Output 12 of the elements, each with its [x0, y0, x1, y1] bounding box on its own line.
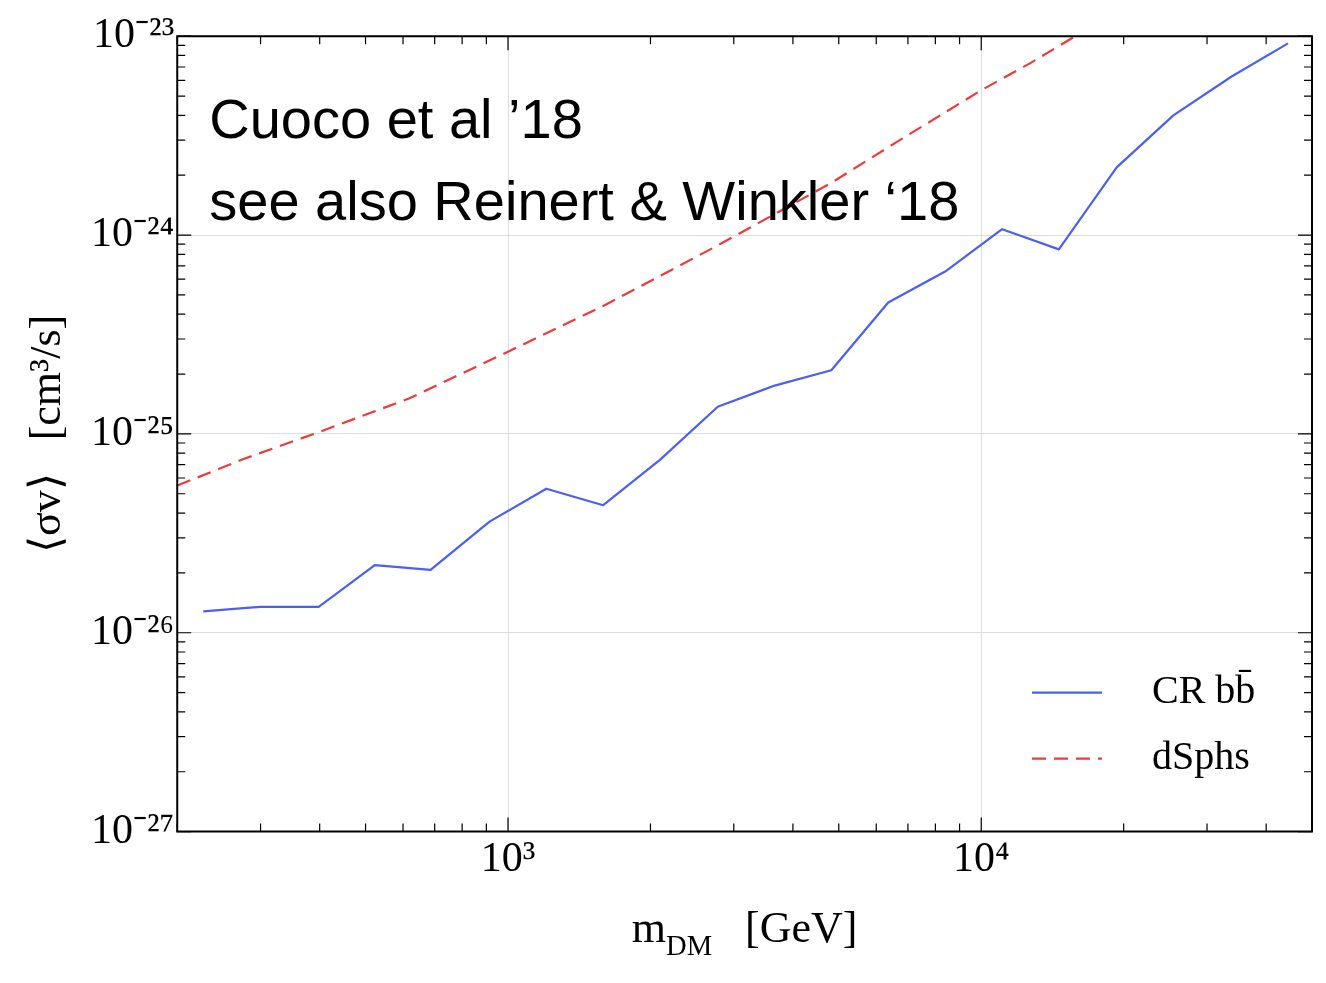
annotation: Cuoco et al ’18 [209, 87, 583, 151]
y-tick-label: 10⁻²⁶ [91, 606, 175, 653]
x-tick-label: 10³ [480, 833, 536, 880]
y-tick-label: 10⁻²³ [93, 10, 175, 57]
x-tick-label: 10⁴ [952, 833, 1010, 880]
y-tick-label: 10⁻²⁴ [91, 209, 175, 256]
y-axis-title: ⟨σv⟩ [cm³/s] [21, 314, 70, 554]
legend-label: dSphs [1152, 733, 1250, 779]
y-tick-label: 10⁻²⁷ [91, 805, 175, 852]
annotation: see also Reinert & Winkler ‘18 [209, 169, 960, 233]
legend-label: CR bb̄ [1152, 667, 1256, 713]
y-tick-label: 10⁻²⁵ [91, 407, 175, 454]
